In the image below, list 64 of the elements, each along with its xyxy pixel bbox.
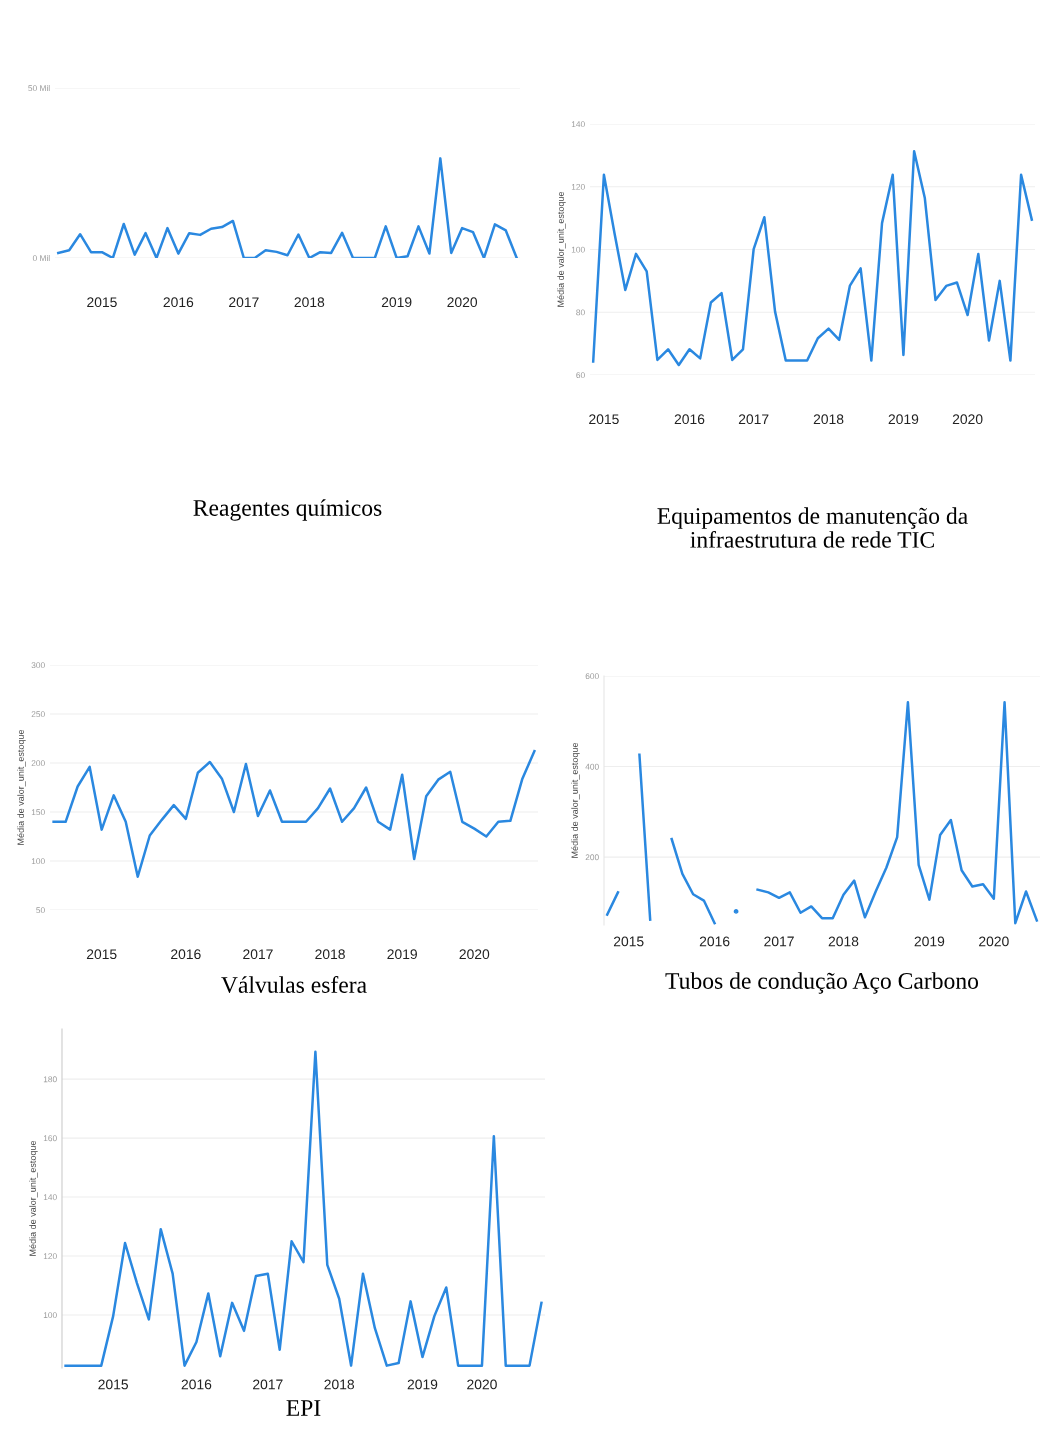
y-axis-title: Média de valor_unit_estoque xyxy=(571,742,580,858)
y-axis-title: Média de valor_unit_estoque xyxy=(29,1140,38,1256)
y-tick-label: 200 xyxy=(31,760,45,767)
text: Tubos de condução Aço Carbono xyxy=(665,972,979,994)
x-tick-label: 2016 xyxy=(674,414,705,425)
y-tick-label: 100 xyxy=(571,246,585,253)
x-tick-label: 2020 xyxy=(952,414,983,425)
x-tick-label: 2020 xyxy=(459,949,490,960)
x-tick-label: 2016 xyxy=(181,1379,212,1390)
x-tick-label: 2019 xyxy=(407,1379,438,1390)
x-tick-label: 2019 xyxy=(888,414,919,425)
y-tick-label: 160 xyxy=(43,1135,57,1142)
y-tick-label: 80 xyxy=(576,309,585,316)
y-tick-label: 120 xyxy=(43,1253,57,1260)
y-axis-title: Média de valor_unit_estoque xyxy=(557,191,566,307)
x-tick-label: 2016 xyxy=(171,949,201,960)
x-tick-label: 2019 xyxy=(387,949,417,960)
y-tick-label: 250 xyxy=(31,711,45,718)
x-tick-label: 2020 xyxy=(467,1379,497,1390)
y-tick-label: 120 xyxy=(571,183,585,190)
y-axis-title: Média de valor_unit_estoque xyxy=(17,729,26,845)
x-tick-label: 2017 xyxy=(764,936,794,947)
y-tick-label: 140 xyxy=(571,121,585,128)
x-tick-label: 2018 xyxy=(813,414,844,425)
line-series xyxy=(64,1050,543,1367)
x-tick-label: 2015 xyxy=(589,414,619,425)
y-tick-label: 300 xyxy=(31,662,45,669)
line-series xyxy=(52,749,536,878)
x-tick-label: 2020 xyxy=(447,297,478,308)
x-tick-label: 2017 xyxy=(738,414,769,425)
x-tick-label: 2020 xyxy=(979,936,1009,947)
y-tick-label: 600 xyxy=(585,673,599,680)
x-tick-label: 2018 xyxy=(315,949,345,960)
x-tick-label: 2016 xyxy=(163,297,194,308)
x-tick-label: 2018 xyxy=(294,297,325,308)
x-tick-label: 2017 xyxy=(253,1379,283,1390)
line-series xyxy=(57,157,518,258)
y-tick-label: 100 xyxy=(31,858,45,865)
y-tick-label: 50 xyxy=(36,907,45,914)
x-tick-label: 2018 xyxy=(828,936,859,947)
text: Válvulas esfera xyxy=(221,976,367,994)
y-tick-label: 140 xyxy=(43,1194,57,1201)
y-tick-label: 50 Mil xyxy=(28,84,50,92)
x-tick-label: 2015 xyxy=(86,949,117,960)
x-tick-label: 2017 xyxy=(229,297,259,308)
x-tick-label: 2017 xyxy=(243,949,273,960)
y-tick-label: 180 xyxy=(43,1076,57,1083)
x-tick-label: 2015 xyxy=(98,1379,129,1390)
y-tick-label: 0 Mil xyxy=(32,254,50,262)
x-tick-label: 2018 xyxy=(324,1379,355,1390)
x-tick-label: 2016 xyxy=(699,936,730,947)
y-tick-label: 60 xyxy=(576,372,585,379)
y-tick-label: 150 xyxy=(31,809,45,816)
text: Reagentes químicos xyxy=(193,499,382,521)
x-tick-label: 2019 xyxy=(381,297,412,308)
y-tick-label: 100 xyxy=(43,1312,57,1319)
x-tick-label: 2015 xyxy=(87,297,117,308)
x-tick-label: 2015 xyxy=(613,936,644,947)
x-tick-label: 2019 xyxy=(914,936,945,947)
text: Equipamentos de manutenção da infraestrutura de rede TIC xyxy=(657,507,968,548)
text: EPI xyxy=(286,1400,321,1416)
y-tick-label: 200 xyxy=(585,854,599,861)
y-tick-label: 400 xyxy=(585,763,599,770)
line-series xyxy=(591,150,1034,367)
